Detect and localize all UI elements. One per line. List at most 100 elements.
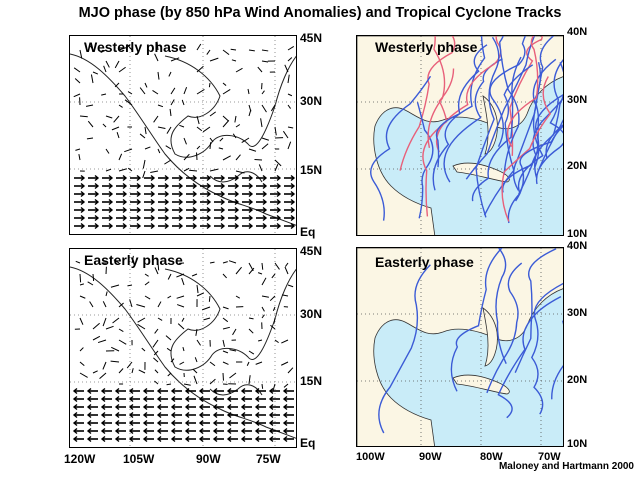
wind-vector bbox=[170, 99, 175, 106]
wind-vector bbox=[144, 126, 147, 135]
wind-vector bbox=[274, 126, 277, 136]
wind-vector bbox=[118, 368, 124, 374]
lat-label-eq: Eq bbox=[300, 436, 316, 450]
wind-arrowhead bbox=[114, 435, 120, 443]
wind-arrowhead bbox=[100, 387, 106, 395]
wind-vector bbox=[269, 295, 276, 302]
wind-arrowhead bbox=[128, 403, 134, 411]
wind-vector bbox=[222, 88, 231, 95]
wind-arrowhead bbox=[198, 411, 204, 419]
wind-arrowhead bbox=[206, 214, 212, 222]
wind-arrowhead bbox=[142, 427, 148, 435]
wind-arrowhead bbox=[128, 419, 134, 427]
wind-arrowhead bbox=[184, 435, 190, 443]
cyclone-track bbox=[416, 102, 434, 219]
wind-arrowhead bbox=[290, 206, 296, 214]
wind-arrowhead bbox=[192, 198, 198, 206]
wind-vector bbox=[287, 367, 294, 374]
wind-vector bbox=[165, 145, 172, 150]
wind-vector bbox=[176, 295, 185, 299]
lat-label-30n: 30N bbox=[300, 94, 323, 108]
wind-arrowhead bbox=[206, 182, 212, 190]
wind-vector bbox=[196, 284, 199, 294]
wind-vector bbox=[261, 60, 269, 63]
wind-vector bbox=[92, 370, 98, 374]
wind-arrowhead bbox=[72, 403, 78, 411]
cyclone-track bbox=[498, 36, 520, 176]
wind-vector bbox=[196, 89, 205, 95]
cyclone-track bbox=[495, 248, 507, 364]
wind-arrowhead bbox=[254, 411, 260, 419]
wind-vector bbox=[284, 64, 289, 73]
wind-vector bbox=[235, 124, 241, 128]
lat-label-40n: 40N bbox=[567, 26, 588, 38]
wind-panel-easterly: Easterly phase bbox=[69, 248, 297, 448]
wind-vector bbox=[209, 57, 219, 62]
wind-vector bbox=[157, 126, 166, 130]
wind-arrowhead bbox=[150, 214, 156, 222]
wind-vector bbox=[157, 104, 164, 108]
wind-arrowhead bbox=[86, 387, 92, 395]
wind-vector bbox=[85, 104, 94, 107]
wind-arrowhead bbox=[234, 214, 240, 222]
wind-vector bbox=[222, 306, 229, 310]
wind-vector bbox=[255, 361, 263, 365]
wind-arrowhead bbox=[72, 411, 78, 419]
wind-vector bbox=[181, 317, 185, 322]
wind-vector bbox=[111, 346, 120, 352]
wind-vector bbox=[127, 167, 133, 172]
wind-arrowhead bbox=[226, 387, 232, 395]
wind-arrowhead bbox=[156, 427, 162, 435]
panel-label: Westerly phase bbox=[375, 39, 478, 55]
wind-vector bbox=[102, 123, 107, 128]
panel-label: Westerly phase bbox=[84, 39, 187, 55]
wind-vector bbox=[192, 368, 198, 374]
wind-arrowhead bbox=[206, 222, 212, 230]
wind-vector bbox=[74, 78, 81, 84]
wind-arrowhead bbox=[142, 395, 148, 403]
wind-vector bbox=[261, 306, 265, 312]
wind-arrowhead bbox=[170, 419, 176, 427]
wind-vector bbox=[203, 317, 211, 321]
wind-vector bbox=[241, 137, 250, 143]
wind-arrowhead bbox=[156, 395, 162, 403]
wind-arrowhead bbox=[72, 419, 78, 427]
wind-vector bbox=[110, 360, 120, 363]
wind-vector bbox=[139, 87, 146, 95]
wind-vector bbox=[248, 148, 257, 152]
wind-vector bbox=[105, 115, 113, 119]
wind-arrowhead bbox=[234, 222, 240, 230]
wind-arrowhead bbox=[226, 427, 232, 435]
wind-vector bbox=[105, 291, 108, 297]
wind-vector bbox=[189, 169, 198, 172]
wind-vector bbox=[222, 120, 230, 128]
wind-vector bbox=[261, 90, 265, 95]
lon-label-70w: 70W bbox=[538, 451, 561, 463]
wind-vector bbox=[131, 368, 134, 374]
wind-arrowhead bbox=[122, 222, 128, 230]
wind-arrowhead bbox=[212, 435, 218, 443]
wind-vector bbox=[219, 137, 224, 142]
wind-vector bbox=[139, 133, 146, 139]
wind-arrowhead bbox=[80, 222, 86, 230]
lat-label-10n: 10N bbox=[567, 438, 588, 450]
wind-vector bbox=[182, 346, 185, 352]
wind-vector bbox=[129, 299, 133, 308]
wind-arrowhead bbox=[80, 198, 86, 206]
wind-vector bbox=[118, 339, 127, 345]
wind-vector bbox=[232, 328, 237, 336]
wind-arrowhead bbox=[122, 182, 128, 190]
wind-arrowhead bbox=[178, 182, 184, 190]
wind-arrowhead bbox=[100, 427, 106, 435]
wind-arrowhead bbox=[276, 222, 282, 230]
cyclone-track bbox=[545, 124, 563, 159]
wind-vector bbox=[235, 67, 243, 73]
wind-arrowhead bbox=[178, 190, 184, 198]
wind-vector bbox=[167, 372, 172, 377]
cyclone-track bbox=[489, 36, 527, 148]
wind-vector bbox=[222, 326, 230, 330]
wind-vector bbox=[261, 277, 267, 286]
wind-vector bbox=[157, 71, 160, 80]
wind-vector bbox=[230, 48, 237, 51]
wind-vector bbox=[166, 126, 172, 134]
